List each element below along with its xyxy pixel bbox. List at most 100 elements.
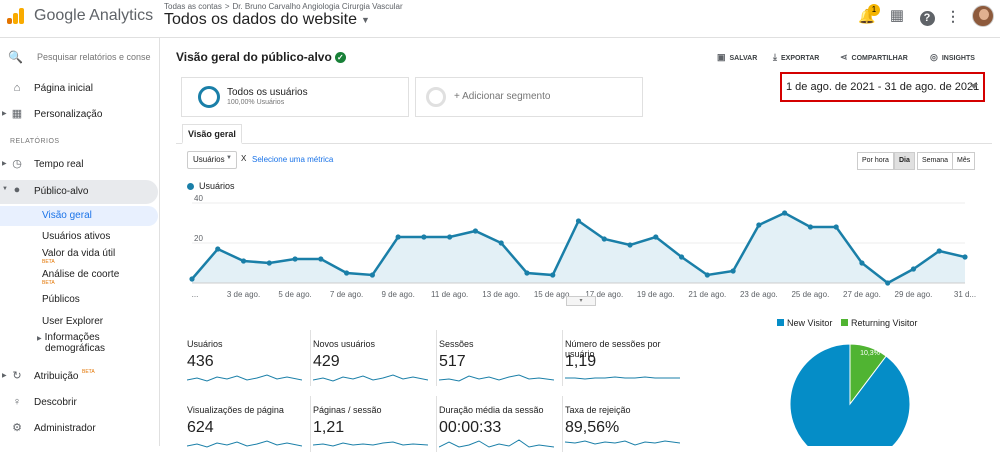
x-tick-label: 5 de ago. <box>278 290 311 299</box>
metric-card-sessions[interactable]: Sessões 517 <box>436 330 561 390</box>
data-point <box>292 256 298 262</box>
attribution-icon: ↻ <box>12 370 22 382</box>
data-point <box>782 210 788 216</box>
insights-button[interactable]: ◎ INSIGHTS <box>930 52 975 62</box>
legend-swatch <box>777 319 784 326</box>
sidebar-item-admin[interactable]: ⚙ Administrador <box>12 422 96 434</box>
metric-card-sessions-per-user[interactable]: Número de sessões por usuário 1,19 <box>562 330 687 390</box>
segment-all-users[interactable]: Todos os usuários 100,00% Usuários <box>181 77 409 117</box>
select-metric-link[interactable]: Selecione uma métrica <box>252 155 334 164</box>
metric-card-pageviews[interactable]: Visualizações de página 624 <box>184 396 309 456</box>
breadcrumb-account[interactable]: Dr. Bruno Carvalho Angiologia Cirurgia V… <box>232 2 403 11</box>
property-selector[interactable]: Todos os dados do website ▼ <box>164 11 370 28</box>
data-point <box>524 270 530 276</box>
apps-grid-icon[interactable]: ▦ <box>889 7 905 24</box>
data-point <box>833 224 839 230</box>
metric-card-new-users[interactable]: Novos usuários 429 <box>310 330 435 390</box>
sidebar-subitem-user-explorer[interactable]: User Explorer <box>42 316 104 327</box>
y-tick-label: 40 <box>194 195 203 203</box>
sidebar-item-custom[interactable]: ▶ ▦ Personalização <box>2 108 103 120</box>
users-area-chart[interactable]: 40 20... 3 de ago. 5 de ago. 7 de ago. 9 de a… <box>176 195 976 301</box>
legend-label: Usuários <box>199 181 235 191</box>
data-point <box>318 256 324 262</box>
x-tick-label: 31 d... <box>954 290 976 299</box>
sidebar-subitem-overview[interactable]: Visão geral <box>0 206 158 226</box>
search-input[interactable]: 🔍 Pesquisar relatórios e conse <box>8 50 151 64</box>
granularity-week[interactable]: Semana <box>917 152 954 170</box>
breadcrumb-accounts[interactable]: Todas as contas <box>164 2 222 11</box>
sparkline <box>313 441 428 447</box>
metric-card-avg-session-duration[interactable]: Duração média da sessão 00:00:33 <box>436 396 561 456</box>
lightbulb-icon: ♀ <box>12 396 22 408</box>
granularity-hour[interactable]: Por hora <box>857 152 894 170</box>
x-tick-label: 29 de ago. <box>895 290 933 299</box>
data-point <box>189 276 195 282</box>
app-name: Google Analytics <box>34 7 154 24</box>
data-point <box>421 234 427 240</box>
data-point <box>678 254 685 260</box>
pie-slice-new <box>789 343 911 446</box>
area-fill <box>192 213 965 283</box>
metric-card-bounce-rate[interactable]: Taxa de rejeição 89,56% <box>562 396 687 456</box>
search-icon: 🔍 <box>8 50 23 64</box>
export-button[interactable]: ⤓ EXPORTAR <box>773 52 820 62</box>
chart-scroll-handle[interactable]: ▾ <box>566 296 596 306</box>
data-point <box>601 236 607 242</box>
data-point <box>756 222 762 228</box>
x-tick-label: 11 de ago. <box>431 290 468 299</box>
expand-icon: ▶ <box>2 373 7 379</box>
notification-badge: 1 <box>868 4 880 16</box>
breadcrumb[interactable]: Todas as contas > Dr. Bruno Carvalho Angio… <box>164 2 403 11</box>
person-icon: ● <box>13 184 21 196</box>
granularity-month[interactable]: Mês <box>952 152 976 170</box>
x-tick-label: 21 de ago. <box>688 290 726 299</box>
avatar[interactable] <box>972 5 994 27</box>
more-vert-icon[interactable]: ⋮ <box>946 8 960 24</box>
metric-card-pages-per-session[interactable]: Páginas / sessão 1,21 <box>310 396 435 456</box>
home-icon: ⌂ <box>13 82 21 94</box>
section-label-reports: RELATÓRIOS <box>10 138 60 145</box>
pie-slice-label: 10,3% <box>860 350 880 357</box>
sparkline <box>439 374 554 382</box>
sidebar-item-home[interactable]: ⌂ Página inicial <box>0 78 160 100</box>
sidebar-item-audience[interactable]: ▼ ● Público-alvo <box>0 180 158 204</box>
collapse-icon: ▼ <box>2 186 8 192</box>
sparkline <box>187 374 302 382</box>
top-bar: Google Analytics Todas as contas > Dr. Bru… <box>0 0 1000 38</box>
data-point <box>215 246 221 252</box>
tab-overview[interactable]: Visão geral <box>182 124 242 144</box>
analytics-logo[interactable] <box>7 8 25 24</box>
caret-down-icon: ▼ <box>226 155 232 161</box>
sparkline <box>565 376 680 380</box>
sidebar-subitem-lifetime-value[interactable]: Valor da vida útil BETA <box>42 248 116 265</box>
save-button[interactable]: ▣ SALVAR <box>717 52 758 62</box>
sidebar-item-attribution[interactable]: ▶ ↻ Atribuição BETA <box>2 369 95 382</box>
sidebar-subitem-active-users[interactable]: Usuários ativos <box>42 231 111 242</box>
data-point <box>730 268 736 274</box>
date-range-picker[interactable]: 1 de ago. de 2021 - 31 de ago. de 2021 <box>780 72 985 102</box>
sidebar-item-realtime[interactable]: ▶ ◷ Tempo real <box>2 158 84 170</box>
sparkline <box>439 439 554 448</box>
data-point <box>369 272 375 278</box>
x-tick-label: 15 de ago. <box>534 290 572 299</box>
add-segment-button[interactable]: + Adicionar segmento <box>415 77 643 117</box>
sparkline <box>565 440 680 446</box>
sidebar-item-discover[interactable]: ♀ Descobrir <box>12 396 77 408</box>
metric-dropdown[interactable]: Usuários ▼ <box>187 151 237 169</box>
visitor-pie-chart[interactable]: 10,3% <box>787 336 917 446</box>
sidebar-subitem-cohort[interactable]: Análise de coorte BETA <box>42 269 120 286</box>
metric-card-users[interactable]: Usuários 436 <box>184 330 309 390</box>
sidebar: 🔍 Pesquisar relatórios e conse ⌂ Página i… <box>0 38 160 446</box>
x-tick-label: 17 de ago. <box>585 290 623 299</box>
sidebar-subitem-audiences[interactable]: Públicos <box>42 294 80 305</box>
expand-icon: ▶ <box>2 161 7 167</box>
help-icon[interactable]: ? <box>918 7 936 26</box>
dashboard-icon: ▦ <box>11 108 23 120</box>
share-button[interactable]: ⋖ COMPARTILHAR <box>840 52 908 62</box>
x-tick-label: 23 de ago. <box>740 290 778 299</box>
granularity-day[interactable]: Dia <box>894 152 915 170</box>
legend-swatch <box>841 319 848 326</box>
expand-icon: ▶ <box>2 111 7 117</box>
data-point <box>936 248 942 254</box>
sidebar-subitem-demographics[interactable]: ▶ Informações demográficas <box>37 332 106 354</box>
